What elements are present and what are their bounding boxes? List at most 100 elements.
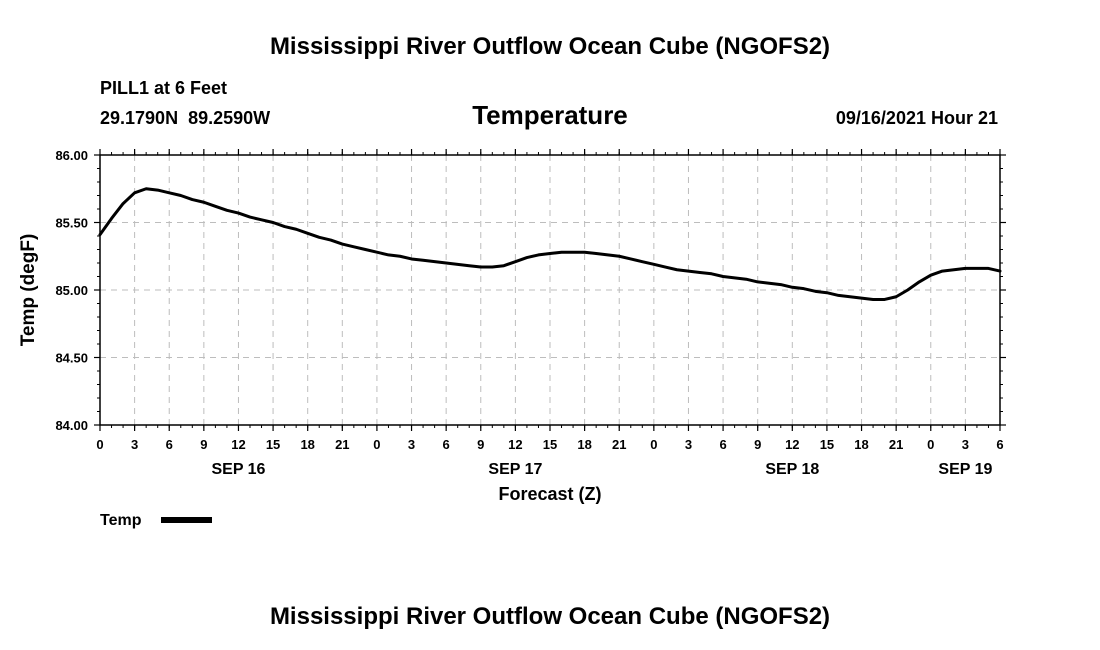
temp-data-point xyxy=(422,259,424,262)
forecast-timestamp: 09/16/2021 Hour 21 xyxy=(836,108,998,128)
temp-data-point xyxy=(491,266,494,268)
temp-data-point xyxy=(779,283,782,286)
temp-data-point xyxy=(479,266,482,268)
temp-data-point xyxy=(883,298,886,301)
temp-data-point xyxy=(514,260,517,263)
temp-data-point xyxy=(145,187,147,190)
temp-data-point xyxy=(768,282,771,285)
temp-data-point xyxy=(306,232,309,235)
plot-frame xyxy=(99,154,1001,426)
y-tick-label: 84.50 xyxy=(55,351,88,366)
legend-swatch xyxy=(161,517,212,523)
temp-data-point xyxy=(214,205,217,208)
date-label: SEP 18 xyxy=(765,461,819,478)
temp-data-point xyxy=(376,251,378,253)
temp-data-point xyxy=(133,192,136,194)
x-tick-label: 3 xyxy=(962,437,969,452)
temp-data-point xyxy=(906,289,909,291)
temp-data-point xyxy=(733,277,736,279)
temp-data-point xyxy=(249,216,251,218)
temp-data-point xyxy=(595,252,597,255)
temp-data-point xyxy=(629,258,632,260)
temp-data-point xyxy=(860,297,863,299)
tick-labels: 84.00 84.50 85.00 85.50 86.00 0 3 6 9 12 15 18 21 0 3 6… xyxy=(55,148,1003,478)
temp-data-point xyxy=(329,239,332,241)
x-tick-label: 3 xyxy=(408,437,415,452)
temp-data-point xyxy=(295,228,297,231)
temp-data-point xyxy=(976,267,978,270)
temp-data-point xyxy=(260,219,263,221)
temp-data-point xyxy=(756,281,759,283)
temp-data-point xyxy=(191,198,194,201)
x-tick-label: 3 xyxy=(131,437,138,452)
x-tick-label: 9 xyxy=(477,437,484,452)
temp-data-point xyxy=(664,266,667,268)
temp-data-point xyxy=(849,295,851,298)
y-tick-label: 85.00 xyxy=(55,283,88,298)
temp-data-point xyxy=(941,270,944,272)
temp-data-point xyxy=(179,194,182,197)
temp-data-point xyxy=(606,254,609,256)
x-tick-label: 18 xyxy=(300,437,314,452)
y-axis-label: Temp (degF) xyxy=(18,234,39,347)
temp-data-point xyxy=(895,295,897,298)
temp-data-point xyxy=(826,291,828,294)
temp-data-point xyxy=(803,287,805,290)
temp-data-point xyxy=(549,252,551,255)
x-tick-label: 21 xyxy=(335,437,349,452)
temp-data-point xyxy=(583,251,586,253)
date-label: SEP 17 xyxy=(488,461,542,478)
temp-data-point xyxy=(537,254,540,256)
x-tick-label: 21 xyxy=(612,437,626,452)
station-coordinates: 29.1790N 89.2590W xyxy=(100,108,270,128)
temp-data-point xyxy=(987,267,990,270)
temp-data-point xyxy=(837,294,840,297)
x-tick-label: 9 xyxy=(754,437,761,452)
variable-title: Temperature xyxy=(472,100,628,130)
temp-data-point xyxy=(572,251,574,253)
temp-data-point xyxy=(203,201,205,204)
x-tick-label: 12 xyxy=(508,437,522,452)
temp-data-point xyxy=(110,217,113,220)
x-tick-label: 6 xyxy=(443,437,450,452)
temp-data-point xyxy=(745,278,747,281)
temp-data-point xyxy=(445,262,447,264)
temp-data-point xyxy=(318,236,321,239)
temp-data-point xyxy=(641,260,644,263)
x-tick-label: 0 xyxy=(650,437,657,452)
temp-data-point xyxy=(814,290,817,293)
date-label: SEP 16 xyxy=(211,461,265,478)
temp-data-point xyxy=(526,256,528,259)
grid-lines xyxy=(100,155,1000,425)
temp-data-point xyxy=(364,248,367,251)
x-tick-label: 15 xyxy=(543,437,557,452)
x-tick-label: 6 xyxy=(719,437,726,452)
temp-data-point xyxy=(653,263,655,266)
temp-data-point xyxy=(618,255,621,258)
x-tick-label: 0 xyxy=(927,437,934,452)
series-layer xyxy=(98,187,1002,301)
temp-data-point xyxy=(468,264,471,267)
y-tick-label: 86.00 xyxy=(55,148,88,163)
temp-data-point xyxy=(410,258,413,260)
temp-data-point xyxy=(929,274,932,276)
temp-data-point xyxy=(918,281,921,283)
temp-data-point xyxy=(791,286,794,289)
temp-data-point xyxy=(226,209,228,212)
temp-data-point xyxy=(283,225,286,228)
x-tick-label: 0 xyxy=(373,437,380,452)
temp-data-point xyxy=(272,221,274,224)
temp-data-point xyxy=(168,192,171,194)
temp-data-point xyxy=(341,243,344,245)
x-tick-label: 0 xyxy=(96,437,103,452)
x-tick-label: 18 xyxy=(854,437,868,452)
temp-data-point xyxy=(953,268,955,271)
legend-label: Temp xyxy=(100,512,142,529)
chart-title: Mississippi River Outflow Ocean Cube (NG… xyxy=(270,33,830,60)
date-label: SEP 19 xyxy=(938,461,992,478)
temp-data-point xyxy=(353,246,355,248)
temp-data-point xyxy=(964,267,967,270)
temp-data-point xyxy=(710,273,713,275)
temp-data-point xyxy=(699,271,701,274)
